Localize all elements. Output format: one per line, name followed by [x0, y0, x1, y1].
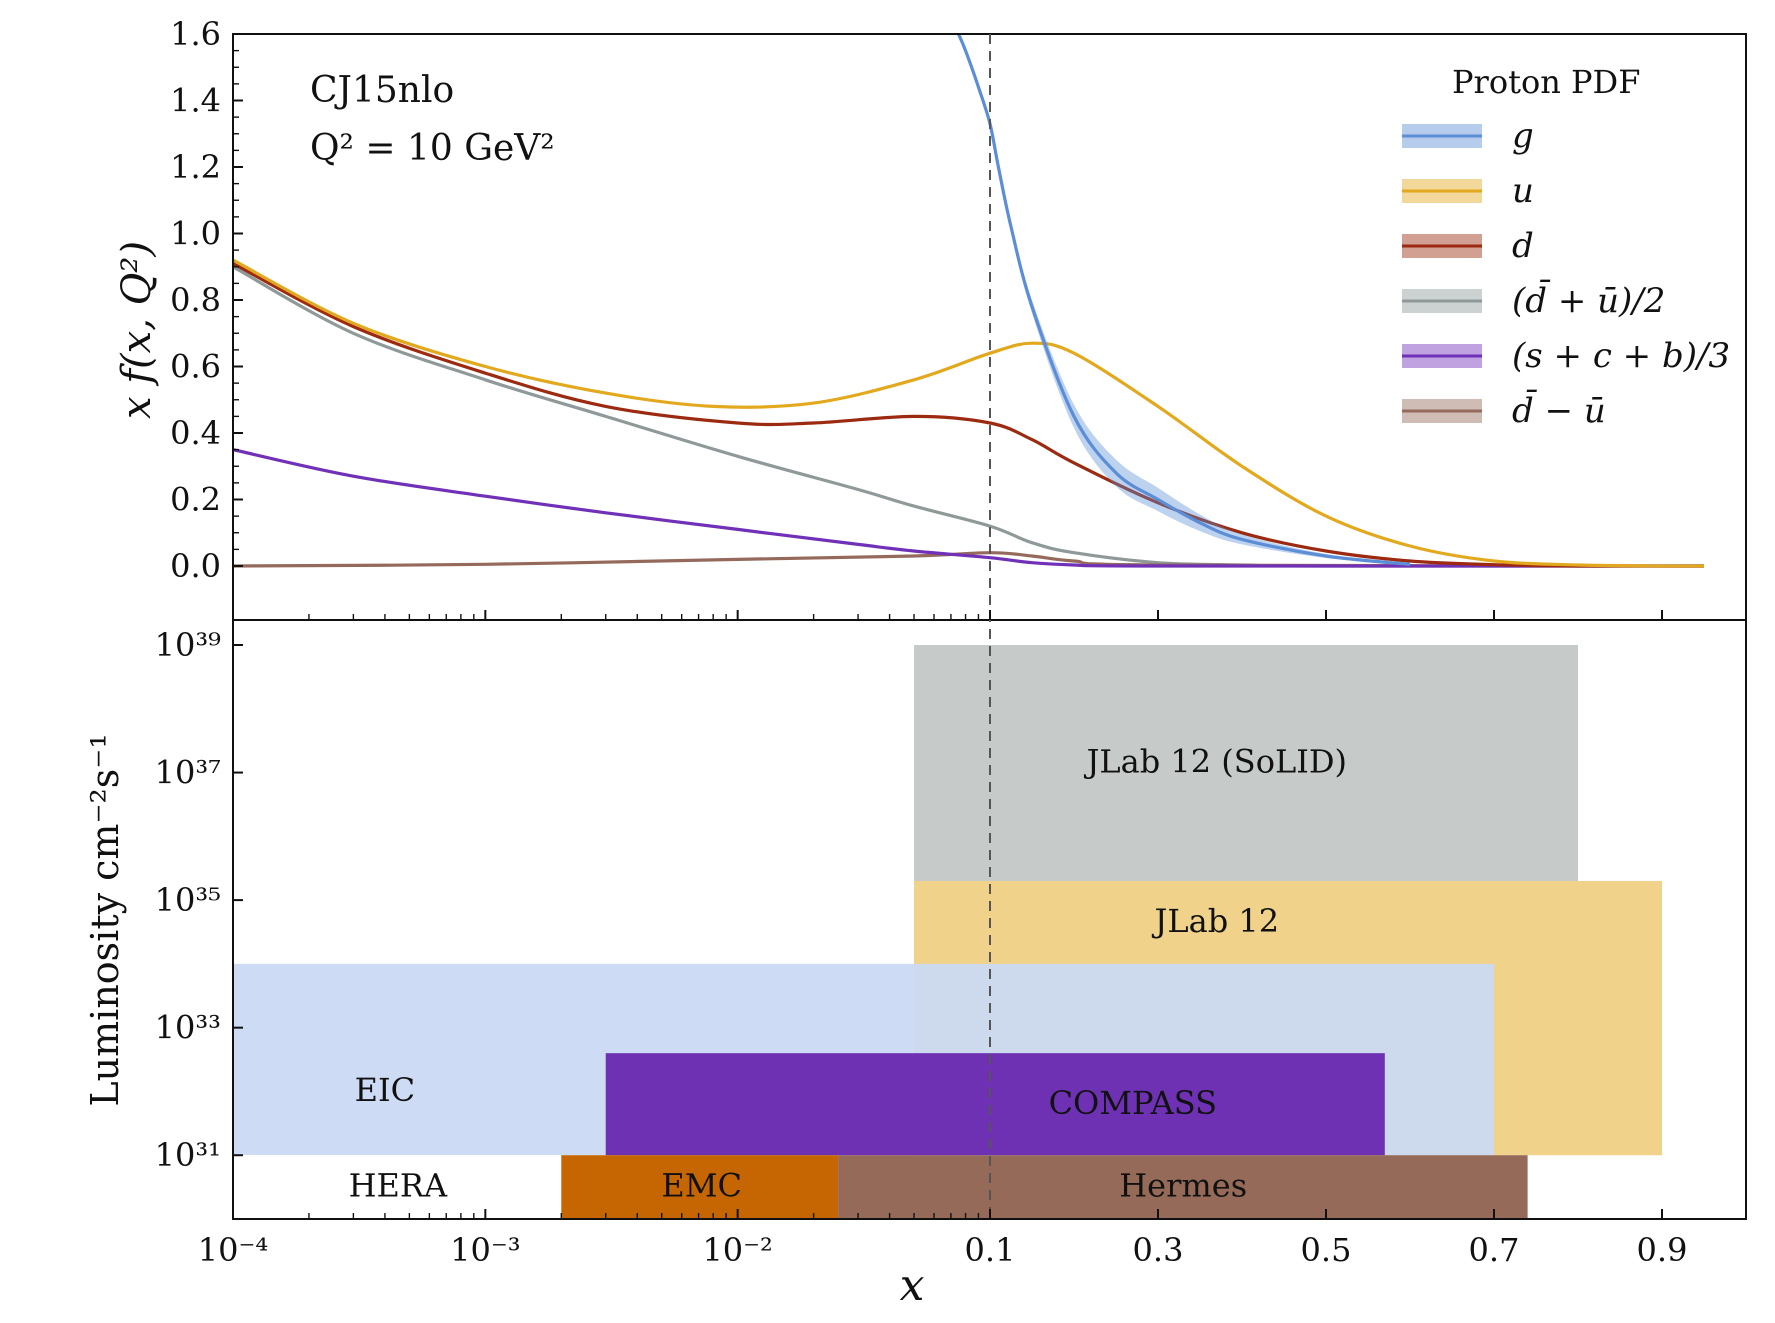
- bottom-ytick-label: 10³⁷: [155, 754, 221, 792]
- top-ytick-label: 1.0: [170, 215, 221, 253]
- legend-title: Proton PDF: [1452, 63, 1640, 101]
- curve-sea: [233, 265, 1705, 568]
- curve-u: [233, 258, 1705, 568]
- legend-label-d: d: [1512, 226, 1534, 266]
- legend-label-u: u: [1512, 171, 1534, 211]
- region-emc: [561, 1155, 839, 1219]
- axis-ticks: 0.0 0.2 0.4 0.6 0.8 1.0 1.2 1.4 1.6 10³¹ 10³³ 10³⁵ 1…: [155, 15, 1688, 1269]
- top-ytick-label: 0.8: [170, 281, 221, 319]
- region-label-jlab-12-solid-: JLab 12 (SoLID): [1084, 743, 1347, 781]
- legend-label-dbu: d̄ − ū: [1512, 389, 1606, 431]
- xtick-label: 0.3: [1133, 1231, 1184, 1269]
- bottom-ytick-label: 10³⁹: [155, 626, 222, 664]
- region-jlab-12-solid-: [914, 645, 1578, 881]
- bottom-y-axis-label: Luminosity cm⁻²s⁻¹: [83, 733, 127, 1106]
- legend-label-g: g: [1512, 116, 1534, 156]
- top-ytick-label: 0.6: [170, 348, 221, 386]
- legend-label-scb: (s + c + b)/3: [1512, 336, 1730, 376]
- region-compass: [605, 1053, 1385, 1156]
- x-axis-label: x: [900, 1260, 925, 1311]
- annotation-line1: CJ15nlo: [310, 70, 454, 111]
- region-label-hermes: Hermes: [1119, 1167, 1247, 1205]
- legend-label-sea: (d̄ + ū)/2: [1512, 279, 1665, 321]
- bottom-ytick-label: 10³¹: [155, 1136, 221, 1174]
- top-ytick-label: 1.4: [170, 82, 221, 120]
- annotation-line2: Q² = 10 GeV²: [310, 128, 555, 169]
- bottom-ytick-label: 10³³: [155, 1009, 221, 1047]
- bottom-ytick-label: 10³⁵: [155, 881, 221, 919]
- xtick-label: 0.1: [965, 1231, 1016, 1269]
- top-ytick-label: 0.0: [170, 547, 221, 585]
- xtick-label: 0.7: [1469, 1231, 1520, 1269]
- top-ytick-label: 0.4: [170, 414, 221, 452]
- region-label-eic: EIC: [355, 1071, 415, 1109]
- legend: Proton PDF gud (d̄ + ū)/2 (s + c + b)/3 d̄ …: [1402, 63, 1730, 431]
- region-label-emc: EMC: [661, 1167, 742, 1205]
- region-hermes: [838, 1155, 1528, 1219]
- top-ytick-label: 0.2: [170, 481, 221, 519]
- region-hera: [233, 1155, 562, 1219]
- pdf-curves: [233, 34, 1705, 568]
- xtick-label: 10⁻²: [702, 1231, 772, 1269]
- region-label-jlab-12: JLab 12: [1152, 902, 1280, 940]
- xtick-label: 10⁻⁴: [198, 1231, 268, 1269]
- xtick-label: 0.9: [1637, 1231, 1688, 1269]
- top-y-axis-label: x f(x, Q²): [114, 241, 160, 419]
- xtick-label: 0.5: [1301, 1231, 1352, 1269]
- curve-scb: [233, 448, 1705, 568]
- region-label-hera: HERA: [349, 1167, 448, 1205]
- top-ytick-label: 1.2: [170, 148, 221, 186]
- top-ytick-label: 1.6: [170, 15, 221, 53]
- curve-g: [957, 34, 1411, 566]
- xtick-label: 10⁻³: [450, 1231, 520, 1269]
- luminosity-regions: JLab 12 (SoLID) JLab 12 EIC COMPASS HERA EMC H…: [233, 645, 1662, 1219]
- curve-d: [233, 261, 1705, 568]
- region-label-compass: COMPASS: [1049, 1084, 1217, 1122]
- band-g: [958, 34, 1410, 566]
